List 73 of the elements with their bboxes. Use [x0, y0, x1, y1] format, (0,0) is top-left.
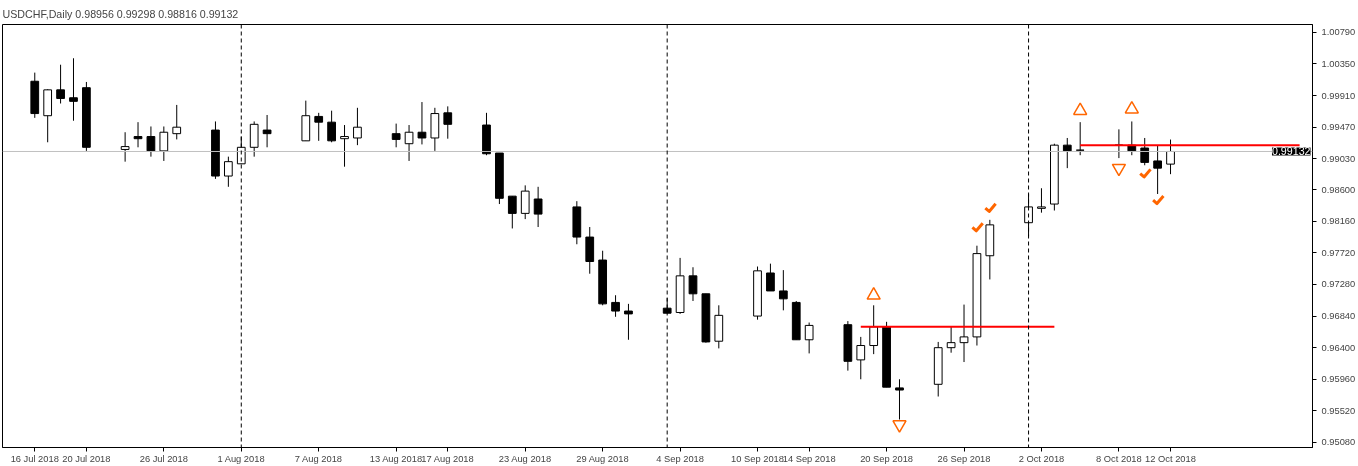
- x-tick-label: 26 Sep 2018: [937, 453, 991, 464]
- candlestick: [688, 266, 698, 302]
- x-tick-label: 7 Aug 2018: [294, 453, 343, 464]
- candlestick: [1062, 137, 1072, 169]
- candlestick: [353, 107, 362, 146]
- candlestick: [133, 121, 143, 148]
- x-tick-label: 23 Aug 2018: [498, 453, 552, 464]
- y-tick-label: 0.95080: [1321, 437, 1356, 448]
- x-tick-label: 13 Aug 2018: [369, 453, 423, 464]
- candlestick: [1037, 187, 1046, 214]
- y-tick-label: 0.95960: [1321, 374, 1356, 385]
- candlestick: [172, 104, 182, 140]
- x-tick-label: 2 Oct 2018: [1018, 453, 1065, 464]
- y-tick-label: 0.98600: [1321, 184, 1356, 195]
- candlestick: [959, 304, 969, 363]
- y-tick-label: 0.99910: [1321, 90, 1356, 101]
- candlestick: [778, 269, 788, 311]
- x-tick-label: 12 Oct 2018: [1145, 453, 1196, 464]
- x-tick-label: 16 Jul 2018: [10, 453, 59, 464]
- candlestick: [804, 322, 814, 354]
- candlestick: [404, 124, 414, 162]
- y-tick-label: 0.99470: [1321, 122, 1356, 133]
- candlestick: [443, 105, 453, 140]
- candlestick: [611, 294, 620, 318]
- ref-line-label: 0.99132: [1271, 145, 1311, 158]
- x-tick-label: 29 Aug 2018: [576, 453, 629, 464]
- candlestick: [856, 336, 866, 380]
- candlestick: [507, 195, 517, 229]
- y-tick-label: 0.95520: [1321, 405, 1356, 416]
- y-tick-label: 0.99030: [1321, 153, 1356, 164]
- candlestick: [624, 303, 633, 341]
- y-tick-label: 0.97720: [1321, 247, 1356, 258]
- candlestick: [314, 112, 324, 142]
- point: [1124, 100, 1140, 114]
- y-tick-label: 0.96840: [1321, 311, 1356, 322]
- candlestick: [327, 110, 336, 143]
- x-tick-label: 20 Sep 2018: [860, 453, 914, 464]
- candlestick: [340, 124, 349, 168]
- y-tick-label: 0.97280: [1321, 279, 1356, 290]
- candlestick: [1153, 144, 1162, 195]
- y-tick-label: 1.00350: [1321, 59, 1356, 69]
- point: [1072, 102, 1088, 116]
- candlestick: [223, 156, 233, 188]
- y-tick-label: 0.98160: [1321, 216, 1356, 227]
- candlestick: [869, 304, 879, 355]
- x-tick-label: 17 Aug 2018: [421, 453, 474, 464]
- candlestick: [69, 57, 78, 122]
- point: [892, 420, 907, 433]
- candlestick: [533, 186, 543, 228]
- candlestick: [1166, 139, 1175, 175]
- candlestick: [249, 120, 259, 158]
- x-tick-label: 4 Sep 2018: [656, 453, 704, 464]
- x-tick-label: 26 Jul 2018: [139, 453, 188, 464]
- y-tick-label: 1.00790: [1321, 27, 1356, 38]
- candlestick: [946, 326, 956, 354]
- candlestick: [520, 184, 530, 220]
- chart-title: USDCHF,Daily 0.98956 0.99298 0.98816 0.99132: [2, 7, 239, 20]
- x-tick-label: 20 Jul 2018: [62, 453, 111, 464]
- candlestick: [766, 263, 775, 292]
- candlestick: [56, 64, 65, 104]
- x-tick-label: 8 Oct 2018: [1096, 453, 1142, 464]
- y-tick-label: 0.96400: [1321, 342, 1356, 353]
- candlestick: [159, 125, 169, 162]
- candlestick: [262, 114, 272, 148]
- x-tick-label: 10 Sep 2018: [731, 453, 784, 464]
- candlestick: [146, 125, 156, 158]
- candlestick: [1140, 137, 1150, 166]
- candlestick: [391, 123, 401, 148]
- candlestick: [895, 378, 904, 420]
- candlestick: [120, 131, 130, 163]
- candlestick: [417, 101, 427, 145]
- x-tick-label: 14 Sep 2018: [782, 453, 836, 464]
- x-tick-label: 1 Aug 2018: [217, 453, 265, 464]
